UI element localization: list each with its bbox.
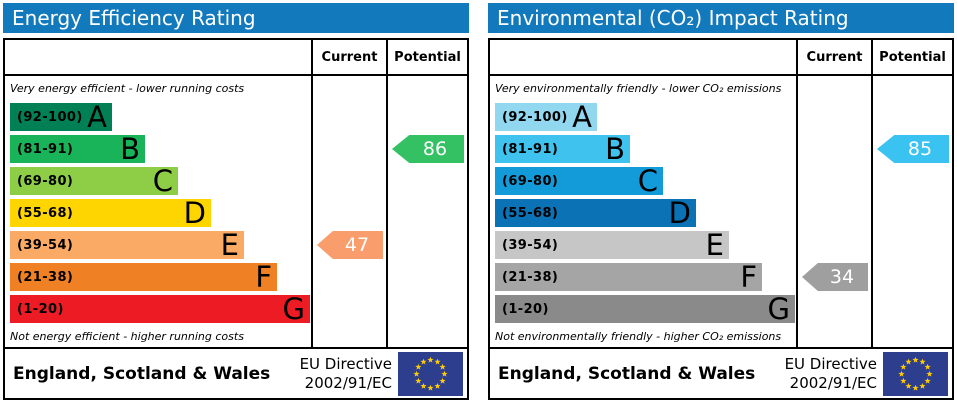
environmental-current-column: 34 [796,76,871,347]
region-label: England, Scotland & Wales [498,363,756,384]
potential-column-header: Potential [871,40,952,74]
rating-band-row-d: (55-68) D [10,197,311,229]
band-letter: B [605,132,625,166]
band-range-label: (81-91) [502,141,559,157]
band-range-label: (55-68) [17,205,74,221]
eu-flag-icon [883,351,948,396]
environmental-panel-title: Environmental (CO₂) Impact Rating [488,3,954,33]
energy-potential-column: 86 [386,76,467,347]
energy-current-column: 47 [311,76,386,347]
rating-band-d: (55-68) D [10,196,211,230]
rating-band-row-f: (21-38) F [10,261,311,293]
region-label: England, Scotland & Wales [13,363,271,384]
rating-band-f: (21-38) F [495,260,762,294]
rating-band-row-b: (81-91) B [10,133,311,165]
rating-band-row-b: (81-91) B [495,133,796,165]
rating-band-row-a: (92-100) A [10,101,311,133]
rating-band-e: (39-54) E [10,228,244,262]
eu-flag-icon [398,351,463,396]
energy-efficiency-panel: Energy Efficiency Rating Current Potenti… [3,3,469,400]
bottom-scale-label: Not environmentally friendly - higher CO… [495,329,782,343]
bottom-scale-label: Not energy efficient - higher running co… [10,329,244,343]
band-letter: A [87,100,107,134]
header-spacer [5,40,311,74]
rating-band-a: (92-100) A [10,100,112,134]
band-range-label: (69-80) [17,173,74,189]
rating-band-row-d: (55-68) D [495,197,796,229]
band-letter: C [637,164,658,198]
environmental-table-footer: England, Scotland & Wales EU Directive 2… [490,347,952,398]
band-range-label: (92-100) [17,109,83,125]
rating-band-row-c: (69-80) C [10,165,311,197]
energy-rating-table: Current Potential Very energy efficient … [3,38,469,400]
band-range-label: (39-54) [502,237,559,253]
rating-band-b: (81-91) B [495,132,630,166]
header-spacer [490,40,796,74]
rating-band-row-e: (39-54) E [495,229,796,261]
eu-directive-line1: EU Directive [299,354,392,373]
band-range-label: (39-54) [17,237,74,253]
eu-directive-line1: EU Directive [784,354,877,373]
band-letter: E [220,228,239,262]
band-range-label: (1-20) [17,301,64,317]
rating-band-g: (1-20) G [495,292,795,326]
potential-rating-arrow: 86 [392,135,464,163]
environmental-impact-panel: Environmental (CO₂) Impact Rating Curren… [488,3,954,400]
eu-directive-line2: 2002/91/EC [304,373,392,392]
eu-directive-label: EU Directive 2002/91/EC [785,355,883,393]
energy-table-footer: England, Scotland & Wales EU Directive 2… [5,347,467,398]
energy-table-body: Very energy efficient - lower running co… [5,76,467,347]
rating-band-b: (81-91) B [10,132,145,166]
band-letter: D [183,196,206,230]
eu-directive-line2: 2002/91/EC [789,373,877,392]
environmental-rating-table: Current Potential Very environmentally f… [488,38,954,400]
rating-band-e: (39-54) E [495,228,729,262]
band-range-label: (55-68) [502,205,559,221]
rating-band-f: (21-38) F [10,260,277,294]
current-rating-arrow: 34 [802,263,868,291]
environmental-band-chart: Very environmentally friendly - lower CO… [490,76,796,347]
band-range-label: (1-20) [502,301,549,317]
band-range-label: (92-100) [502,109,568,125]
band-letter: F [740,260,757,294]
current-rating-arrow: 47 [317,231,383,259]
band-letter: C [152,164,173,198]
band-letter: G [767,292,790,326]
band-letter: G [282,292,305,326]
top-scale-label: Very environmentally friendly - lower CO… [495,82,782,95]
current-column-header: Current [796,40,871,74]
rating-band-row-g: (1-20) G [495,293,796,325]
rating-band-row-g: (1-20) G [10,293,311,325]
current-column-header: Current [311,40,386,74]
rating-band-g: (1-20) G [10,292,310,326]
rating-band-row-f: (21-38) F [495,261,796,293]
band-range-label: (69-80) [502,173,559,189]
environmental-potential-column: 85 [871,76,952,347]
rating-band-d: (55-68) D [495,196,696,230]
rating-band-a: (92-100) A [495,100,597,134]
eu-directive-label: EU Directive 2002/91/EC [300,355,398,393]
rating-band-c: (69-80) C [10,164,178,198]
potential-rating-arrow: 85 [877,135,949,163]
band-letter: E [705,228,724,262]
energy-panel-title: Energy Efficiency Rating [3,3,469,33]
rating-band-c: (69-80) C [495,164,663,198]
band-letter: A [572,100,592,134]
band-range-label: (21-38) [17,269,74,285]
rating-band-row-e: (39-54) E [10,229,311,261]
potential-column-header: Potential [386,40,467,74]
band-range-label: (21-38) [502,269,559,285]
environmental-table-header: Current Potential [490,40,952,76]
rating-band-row-a: (92-100) A [495,101,796,133]
band-range-label: (81-91) [17,141,74,157]
environmental-table-body: Very environmentally friendly - lower CO… [490,76,952,347]
rating-band-row-c: (69-80) C [495,165,796,197]
band-letter: D [668,196,691,230]
energy-table-header: Current Potential [5,40,467,76]
top-scale-label: Very energy efficient - lower running co… [10,82,245,95]
band-letter: B [120,132,140,166]
energy-band-chart: Very energy efficient - lower running co… [5,76,311,347]
band-letter: F [255,260,272,294]
